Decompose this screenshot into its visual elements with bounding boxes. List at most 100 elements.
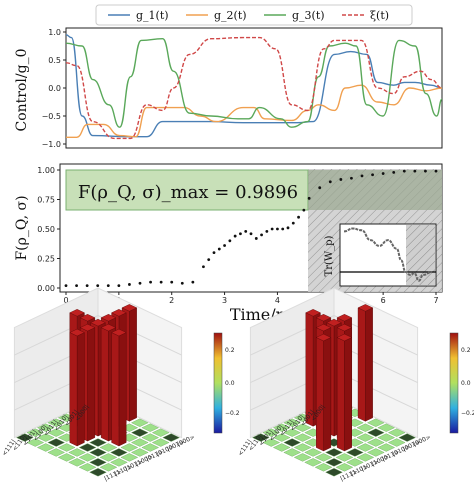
- floor-tile: [89, 448, 107, 457]
- floor-tile: [78, 443, 97, 452]
- floor-tile: [398, 433, 416, 442]
- floor-tile: [36, 423, 55, 432]
- controls-y-tick-label: −1.0: [42, 140, 61, 149]
- floor-tile: [325, 458, 343, 467]
- floor-tile: [293, 443, 312, 452]
- floor-tile: [335, 453, 354, 462]
- controls-y-tick-label: 0.5: [48, 56, 61, 65]
- floor-tile: [377, 423, 396, 432]
- fidelity-point: [212, 251, 216, 255]
- controls-y-tick-label: 0.0: [48, 84, 61, 93]
- floor-tile: [162, 433, 180, 442]
- floor-tile: [293, 453, 312, 462]
- bar-top: [90, 318, 106, 327]
- floor-tile: [120, 443, 139, 452]
- floor-tile: [57, 453, 76, 462]
- floor-tile: [36, 433, 55, 442]
- inset-hatch: [406, 225, 435, 285]
- fidelity-panel: F(ρ_Q, σ)_max = 0.9896 1.00 0.75 0.50 0.25 0…: [14, 163, 443, 324]
- x-tick-label: 2: [169, 296, 174, 305]
- x-tick-label: 6: [381, 296, 386, 305]
- floor-tile: [151, 438, 170, 447]
- fidelity-point: [260, 233, 263, 237]
- fidelity-point: [339, 178, 343, 181]
- floor-tile: [283, 438, 302, 447]
- density-matrix-left: <000|<001|<010|<011|<100|<101|<110|<111|…: [1, 287, 240, 483]
- fidelity-point: [328, 180, 332, 184]
- fidelity-point: [117, 284, 121, 288]
- legend: g_1(t) g_2(t) g_3(t) ξ(t): [95, 4, 413, 26]
- floor-tile: [314, 463, 333, 472]
- fidelity-point: [85, 284, 89, 288]
- floor-tile: [47, 428, 66, 437]
- bar-side: [87, 327, 96, 442]
- fidelity-point: [318, 186, 322, 190]
- floor-tile: [356, 443, 375, 452]
- fidelity-points: [64, 169, 438, 288]
- fidelity-point: [350, 176, 353, 180]
- floor-tile: [68, 448, 86, 457]
- fidelity-point: [360, 174, 364, 178]
- fidelity-point: [223, 244, 226, 247]
- floor-tile: [26, 428, 45, 437]
- colorbar-tick-label: 0.0: [225, 380, 235, 387]
- fidelity-point: [75, 284, 78, 288]
- fidelity-point: [128, 283, 131, 286]
- bar-front: [111, 332, 120, 447]
- floor-tile: [335, 463, 354, 472]
- legend-label: g_2(t): [214, 9, 247, 22]
- fidelity-point: [413, 169, 417, 173]
- floor-tile: [283, 428, 302, 437]
- floor-tile: [346, 448, 364, 457]
- floor-tile: [47, 418, 66, 427]
- fidelity-y-tick-label: 0.75: [37, 196, 55, 205]
- inset-y-label: Tr(W_p): [324, 235, 335, 276]
- fidelity-point: [207, 258, 211, 262]
- bar-side: [129, 307, 137, 422]
- controls-y-tick-label: 1.0: [48, 28, 61, 37]
- floor-tile: [366, 448, 385, 457]
- floor-tile: [304, 458, 322, 467]
- fidelity-point: [307, 196, 311, 200]
- bar-top: [336, 323, 353, 332]
- floor-tile: [68, 458, 86, 467]
- series-line-g2t: [66, 84, 443, 138]
- x-tick-label: 7: [433, 296, 438, 305]
- bar-front: [357, 307, 366, 422]
- fidelity-y-tick-label: 1.00: [37, 166, 55, 175]
- colorbar-tick-label: −0.2: [461, 410, 474, 417]
- floor-tile: [356, 453, 375, 462]
- x-tick-label: 3: [222, 296, 227, 305]
- fidelity-point: [402, 169, 406, 173]
- fidelity-point: [254, 237, 258, 240]
- fidelity-point: [217, 247, 221, 251]
- inset: Tr(W_p): [324, 223, 437, 287]
- series-line-g1t: [65, 34, 443, 138]
- floor-tile: [366, 428, 385, 437]
- colorbar: [213, 332, 223, 434]
- bar-front: [69, 332, 78, 447]
- fidelity-annotation: F(ρ_Q, σ)_max = 0.9896: [78, 182, 298, 203]
- bar-top: [336, 314, 353, 322]
- legend-label: g_3(t): [292, 9, 325, 22]
- floor-tile: [78, 453, 97, 462]
- floor-tile: [283, 448, 302, 457]
- colorbar-tick-label: −0.2: [225, 410, 240, 417]
- floor-tile: [89, 458, 107, 467]
- bar-top: [305, 309, 321, 317]
- bar-side: [344, 337, 352, 452]
- fidelity-point: [228, 239, 232, 243]
- floor-tile: [293, 433, 312, 442]
- floor-tile: [89, 438, 107, 447]
- floor-tile: [325, 468, 343, 477]
- floor-tile: [78, 463, 97, 472]
- floor-tile: [262, 428, 281, 437]
- bar-top: [315, 314, 332, 322]
- floor-tile: [151, 428, 170, 437]
- bar-top: [100, 323, 117, 332]
- bar-top: [357, 304, 374, 312]
- floor-tile: [366, 438, 385, 447]
- bar-top: [326, 318, 342, 327]
- fidelity-point: [276, 227, 279, 231]
